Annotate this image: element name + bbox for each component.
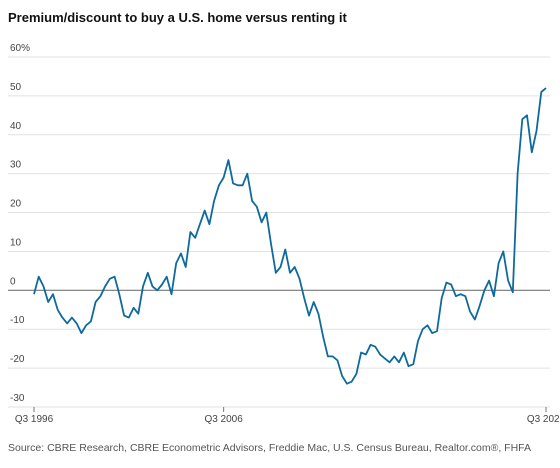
x-tick-label: Q3 2006 (204, 414, 243, 425)
x-tick-label: Q3 2023 (527, 414, 560, 425)
chart-title: Premium/discount to buy a U.S. home vers… (8, 10, 347, 25)
y-tick-label: -30 (10, 393, 25, 404)
y-tick-label: 60% (10, 43, 30, 54)
data-line (33, 87, 547, 385)
y-tick-label: 20 (10, 199, 22, 210)
y-tick-label: 50 (10, 82, 22, 93)
source-note: Source: CBRE Research, CBRE Econometric … (8, 442, 531, 454)
y-tick-label: 10 (10, 237, 22, 248)
y-tick-label: 30 (10, 160, 22, 171)
y-tick-label: 40 (10, 121, 22, 132)
y-tick-label: 0 (10, 276, 16, 287)
y-tick-label: -10 (10, 315, 25, 326)
x-tick-label: Q3 1996 (15, 414, 54, 425)
y-tick-label: -20 (10, 354, 25, 365)
